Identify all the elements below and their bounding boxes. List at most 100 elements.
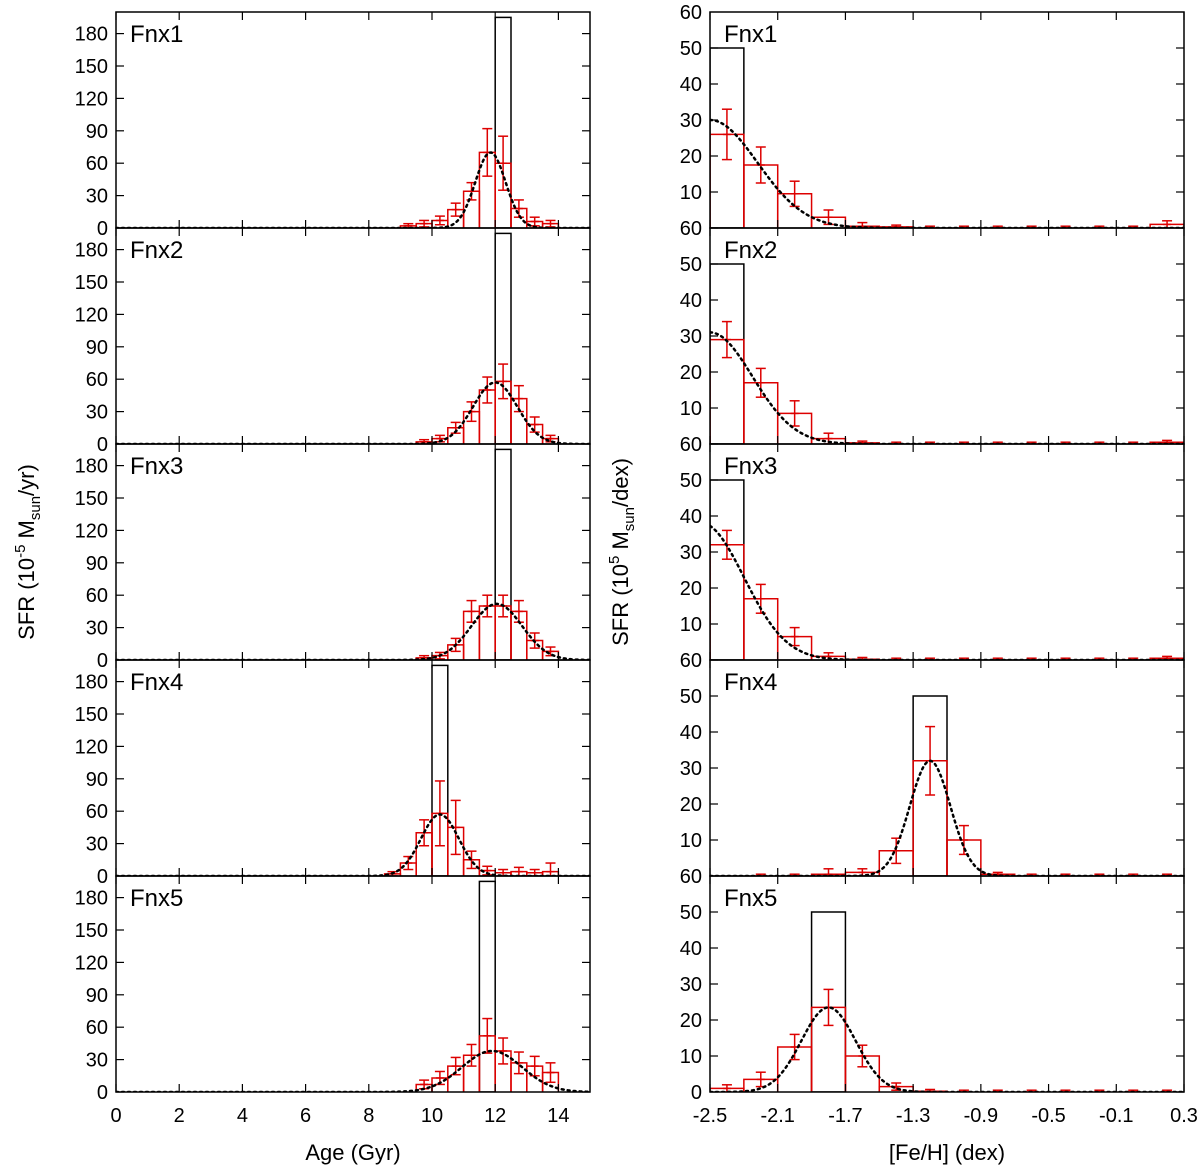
panel-frame — [709, 227, 1185, 445]
right-panel-fnx2: 60 10 20 30 40 50 Fnx2 — [680, 227, 1185, 456]
y-axis-label-part: sun — [27, 496, 44, 520]
x-tick-label: 6 — [300, 1105, 311, 1127]
y-tick-label: 60 — [680, 218, 702, 240]
y-tick-label: 60 — [680, 650, 702, 672]
y-tick-label: 40 — [680, 290, 702, 312]
panel-frame — [709, 443, 1185, 661]
x-tick-label: 0.3 — [1170, 1105, 1198, 1127]
y-tick-label: 60 — [680, 2, 702, 24]
x-tick-label: -0.9 — [964, 1105, 998, 1127]
y-axis-label-part: SFR (10 — [608, 564, 633, 646]
y-tick-label: 30 — [86, 402, 108, 424]
y-tick-label: 150 — [75, 920, 108, 942]
right-panel-fnx3: 60 10 20 30 40 50 Fnx3 — [680, 443, 1185, 672]
y-tick-label: 20 — [680, 794, 702, 816]
x-tick-label: 12 — [484, 1105, 506, 1127]
y-tick-label: 40 — [680, 74, 702, 96]
panel-label: Fnx5 — [724, 885, 777, 912]
panel-label: Fnx2 — [130, 237, 183, 264]
gaussian-fit-curve — [710, 118, 1184, 228]
panel-frame — [709, 11, 1185, 229]
input-sfr-bar — [494, 16, 512, 228]
y-tick-label: 20 — [680, 1010, 702, 1032]
y-tick-label: 120 — [75, 304, 108, 326]
panel-label: Fnx4 — [724, 669, 777, 696]
x-tick-label: 4 — [237, 1105, 248, 1127]
panel-content — [116, 448, 590, 660]
y-tick-label: 60 — [86, 801, 108, 823]
y-tick-label: 20 — [680, 146, 702, 168]
y-tick-label: 10 — [680, 398, 702, 420]
y-tick-label: 60 — [86, 369, 108, 391]
panel-frame — [115, 875, 591, 1093]
y-tick-label: 0 — [97, 650, 108, 672]
panel-label: Fnx1 — [130, 21, 183, 48]
y-tick-label: 90 — [86, 985, 108, 1007]
y-tick-label: 20 — [680, 578, 702, 600]
y-axis-label-part: M — [608, 531, 633, 555]
panel-content — [116, 664, 590, 876]
y-tick-label: 30 — [680, 758, 702, 780]
input-sfr-bar — [494, 448, 512, 660]
panel-label: Fnx2 — [724, 237, 777, 264]
y-tick-label: 180 — [75, 672, 108, 694]
y-tick-label: 120 — [75, 520, 108, 542]
y-tick-label: 50 — [680, 254, 702, 276]
y-tick-label: 180 — [75, 240, 108, 262]
y-tick-label: 30 — [86, 618, 108, 640]
y-tick-label: 50 — [680, 470, 702, 492]
panel-frame — [115, 11, 591, 229]
panel-frame — [709, 875, 1185, 1093]
gaussian-fit-curve — [116, 151, 590, 228]
y-tick-label: 40 — [680, 506, 702, 528]
y-tick-label: 150 — [75, 704, 108, 726]
panel-label: Fnx4 — [130, 669, 183, 696]
y-tick-label: 30 — [680, 110, 702, 132]
input-sfr-bar — [710, 479, 745, 660]
y-tick-label: 120 — [75, 736, 108, 758]
panel-content — [710, 911, 1184, 1092]
input-sfr-bar — [494, 232, 512, 444]
y-tick-label: 180 — [75, 24, 108, 46]
y-tick-label: 40 — [680, 938, 702, 960]
y-tick-label: 30 — [680, 326, 702, 348]
panel-label: Fnx3 — [130, 453, 183, 480]
y-tick-label: 30 — [86, 186, 108, 208]
recovered-sfr-bin — [710, 544, 745, 660]
y-tick-label: 60 — [680, 866, 702, 888]
y-tick-label: 60 — [86, 153, 108, 175]
y-tick-label: 60 — [680, 434, 702, 456]
y-axis-label-part: /yr) — [14, 464, 39, 496]
panel-content — [116, 16, 590, 228]
left-panel-fnx5: 0 30 60 90 120 150 180 Fnx5 — [75, 875, 591, 1104]
y-tick-label: 150 — [75, 272, 108, 294]
y-tick-label: 180 — [75, 888, 108, 910]
y-axis-label-part: sun — [621, 507, 638, 531]
x-tick-label: -2.1 — [760, 1105, 794, 1127]
panel-content — [710, 695, 1184, 876]
x-axis-label: Age (Gyr) — [305, 1140, 400, 1165]
gaussian-fit-curve — [710, 331, 1184, 444]
y-tick-label: 20 — [680, 362, 702, 384]
y-tick-label: 90 — [86, 121, 108, 143]
x-tick-label: 0 — [110, 1105, 121, 1127]
x-tick-label: -1.3 — [896, 1105, 930, 1127]
x-tick-label: -2.5 — [693, 1105, 727, 1127]
y-tick-label: 120 — [75, 952, 108, 974]
y-tick-label: 30 — [86, 1050, 108, 1072]
left-panel-fnx4: 0 30 60 90 120 150 180 Fnx4 — [75, 659, 591, 888]
gaussian-fit-curve — [710, 1006, 1184, 1092]
y-tick-label: 120 — [75, 88, 108, 110]
y-tick-label: 30 — [680, 974, 702, 996]
y-tick-label: 30 — [680, 542, 702, 564]
y-axis-label-part: M — [14, 520, 39, 544]
y-tick-label: 90 — [86, 337, 108, 359]
gaussian-fit-curve — [116, 602, 590, 660]
y-tick-label: 0 — [97, 866, 108, 888]
y-tick-label: 0 — [97, 434, 108, 456]
y-tick-label: 150 — [75, 488, 108, 510]
y-tick-label: 0 — [97, 218, 108, 240]
panel-frame — [115, 443, 591, 661]
right-panel-fnx5: 0 10 20 30 40 50 Fnx5 — [680, 875, 1185, 1104]
